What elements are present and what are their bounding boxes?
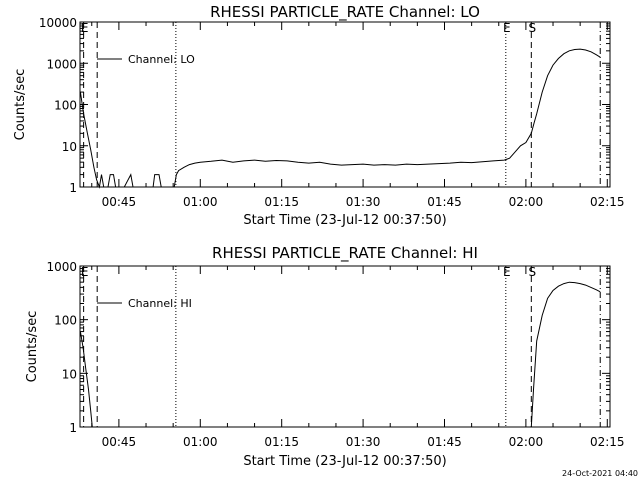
x-tick-label: 01:45 bbox=[427, 435, 462, 449]
x-tick-label: 02:00 bbox=[509, 435, 544, 449]
x-tick-label: 00:45 bbox=[102, 195, 137, 209]
x-tick-label: 01:00 bbox=[183, 195, 218, 209]
y-tick-label: 1000 bbox=[46, 57, 77, 71]
x-tick-label: 01:15 bbox=[264, 435, 299, 449]
series-line bbox=[530, 281, 601, 428]
event-marker-label: E bbox=[503, 265, 511, 279]
legend-label: Channel: HI bbox=[128, 297, 192, 310]
x-tick-label: 01:30 bbox=[346, 435, 381, 449]
y-tick-label: 10 bbox=[62, 367, 77, 381]
x-tick-label: 01:00 bbox=[183, 435, 218, 449]
x-axis-label: Start Time (23-Jul-12 00:37:50) bbox=[243, 213, 446, 228]
x-axis-label: Start Time (23-Jul-12 00:37:50) bbox=[243, 454, 446, 469]
x-tick-label: 02:00 bbox=[509, 195, 544, 209]
y-axis-label: Counts/sec bbox=[13, 69, 28, 141]
panel-channel-lo: RHESSI PARTICLE_RATE Channel: LO 00:45 01:… bbox=[13, 3, 625, 228]
y-tick-label: 1 bbox=[69, 421, 77, 435]
y-tick-label: 1 bbox=[69, 181, 77, 195]
event-marker-label: E bbox=[503, 21, 511, 35]
panel-channel-hi: RHESSI PARTICLE_RATE Channel: HI 00:45 01:… bbox=[25, 244, 625, 469]
legend-label: Channel: LO bbox=[128, 53, 195, 66]
plot-timestamp: 24-Oct-2021 04:40 bbox=[562, 469, 638, 478]
x-tick-label: 00:45 bbox=[102, 435, 137, 449]
event-marker-label: S bbox=[529, 265, 537, 279]
x-tick-label: 01:45 bbox=[427, 195, 462, 209]
plot-frame bbox=[79, 21, 611, 188]
y-tick-label: 10 bbox=[62, 140, 77, 154]
event-marker-label: S bbox=[529, 21, 537, 35]
y-tick-label: 100 bbox=[54, 314, 77, 328]
series-line bbox=[79, 48, 601, 189]
x-tick-label: 01:15 bbox=[264, 195, 299, 209]
event-marker-label: E bbox=[81, 21, 89, 35]
x-tick-label: 01:30 bbox=[346, 195, 381, 209]
series-line bbox=[79, 331, 93, 428]
plot-frame bbox=[79, 265, 611, 428]
chart-title: RHESSI PARTICLE_RATE Channel: HI bbox=[212, 244, 478, 263]
x-tick-label: 02:15 bbox=[590, 435, 625, 449]
x-tick-label: 02:15 bbox=[590, 195, 625, 209]
y-tick-label: 10000 bbox=[39, 16, 77, 30]
y-tick-label: 100 bbox=[54, 99, 77, 113]
chart-title: RHESSI PARTICLE_RATE Channel: LO bbox=[210, 3, 480, 22]
y-tick-label: 1000 bbox=[46, 260, 77, 274]
y-axis-label: Counts/sec bbox=[25, 311, 40, 383]
event-marker-label: E bbox=[81, 265, 89, 279]
